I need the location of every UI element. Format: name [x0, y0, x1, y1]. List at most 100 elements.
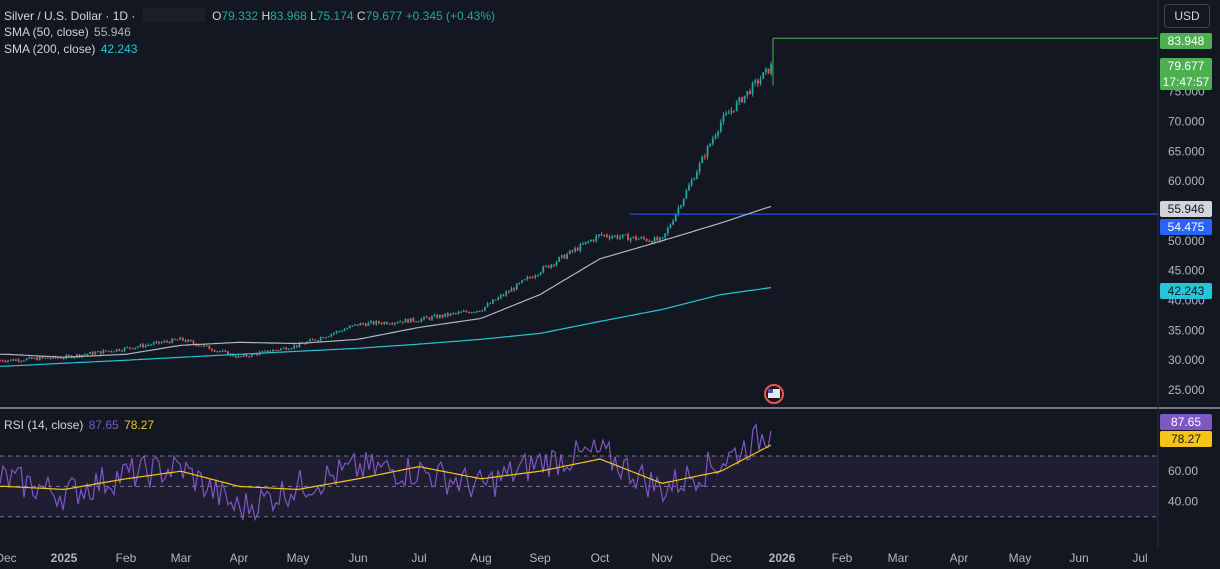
candle-body: [386, 321, 388, 324]
time-axis-label: Sep: [529, 551, 551, 565]
candle-body: [547, 265, 550, 268]
candle-body: [494, 299, 497, 301]
candle-body: [317, 340, 319, 342]
candle-body: [428, 317, 431, 320]
candle-body: [168, 341, 171, 343]
rsi-legend[interactable]: RSI (14, close) 87.65 78.27: [4, 418, 154, 432]
candle-body: [208, 345, 211, 350]
sma50-line: [0, 205, 772, 358]
candle-body: [685, 190, 688, 199]
last-price-tag: 79.677 17:47:57: [1160, 58, 1212, 90]
candle-body: [264, 350, 266, 352]
sma50-value: 55.946: [94, 25, 131, 39]
candle-body: [497, 297, 500, 301]
candle-body: [465, 311, 468, 313]
candle-body: [677, 207, 680, 215]
candle-body: [144, 345, 147, 347]
candle-body: [370, 321, 372, 323]
rsi-ma-line: [0, 444, 772, 491]
candle-body: [126, 347, 129, 349]
candle-body: [592, 239, 595, 241]
candle-body: [751, 82, 754, 94]
candle-body: [372, 321, 375, 325]
candle-body: [661, 237, 664, 239]
time-axis-label: Feb: [832, 551, 853, 565]
candle-body: [521, 280, 523, 283]
candle-body: [322, 337, 325, 339]
candle-body: [30, 357, 33, 359]
candle-body: [722, 115, 725, 123]
candle-body: [38, 357, 41, 361]
candle-body: [590, 239, 592, 242]
candle-body: [552, 264, 555, 266]
sma50-legend[interactable]: SMA (50, close) 55.946: [4, 25, 131, 39]
candle-body: [9, 359, 12, 361]
candle-body: [211, 349, 213, 351]
high-price-tag: 83.948: [1160, 33, 1212, 49]
candle-body: [680, 205, 682, 208]
sma50-price-tag: 55.946: [1160, 201, 1212, 217]
candle-body: [227, 351, 229, 356]
candle-body: [327, 336, 330, 338]
rsi-tick-label: 40.00: [1168, 495, 1198, 509]
candle-body: [364, 324, 367, 326]
candle-body: [481, 310, 484, 312]
candle-body: [22, 360, 25, 362]
candle-body: [478, 310, 481, 312]
candle-body: [36, 357, 38, 361]
sma200-legend[interactable]: SMA (200, close) 42.243: [4, 42, 137, 56]
time-axis-label: Aug: [470, 551, 491, 565]
candle-body: [4, 361, 7, 363]
candle-body: [743, 95, 746, 103]
candle-body: [545, 265, 547, 267]
candle-body: [17, 359, 20, 362]
candle-body: [205, 345, 208, 347]
price-tick-label: 50.000: [1168, 234, 1205, 248]
candle-body: [256, 353, 258, 355]
candle-body: [242, 354, 245, 357]
candle-body: [234, 356, 237, 358]
candle-body: [192, 341, 195, 344]
candle-body: [510, 288, 513, 292]
candle-body: [237, 356, 240, 358]
candle-body: [446, 313, 449, 316]
candle-body: [608, 236, 611, 239]
candle-body: [1, 360, 4, 362]
candle-body: [245, 354, 248, 357]
candle-body: [216, 351, 219, 353]
candle-body: [33, 357, 36, 359]
candle-body: [396, 322, 399, 324]
candle-body: [725, 113, 727, 116]
candle-body: [340, 331, 343, 333]
candle-body: [505, 291, 508, 296]
candle-body: [767, 68, 770, 74]
candle-body: [759, 79, 762, 84]
candle-body: [277, 349, 280, 351]
candle-body: [651, 241, 653, 243]
candle-body: [454, 313, 457, 315]
candle-body: [89, 352, 91, 354]
candle-body: [181, 337, 184, 341]
candle-body: [757, 80, 759, 84]
time-axis-label: 2026: [769, 551, 796, 565]
candle-body: [539, 272, 542, 275]
candle-body: [49, 358, 52, 360]
candle-body: [362, 323, 364, 325]
candle-body: [735, 102, 738, 111]
candle-body: [674, 214, 677, 221]
candle-body: [717, 131, 720, 136]
candle-body: [261, 351, 264, 353]
candle-body: [706, 146, 709, 158]
candle-body: [41, 357, 44, 359]
candle-body: [287, 349, 290, 351]
candle-body: [171, 338, 174, 343]
candle-body: [425, 316, 428, 318]
candle-body: [733, 110, 735, 112]
time-axis-label: Dec: [0, 551, 17, 565]
change-value: +0.345 (+0.43%): [405, 9, 496, 23]
candle-body: [688, 185, 690, 191]
currency-button[interactable]: USD: [1164, 4, 1210, 28]
candle-body: [584, 241, 587, 244]
candle-body: [417, 321, 420, 323]
